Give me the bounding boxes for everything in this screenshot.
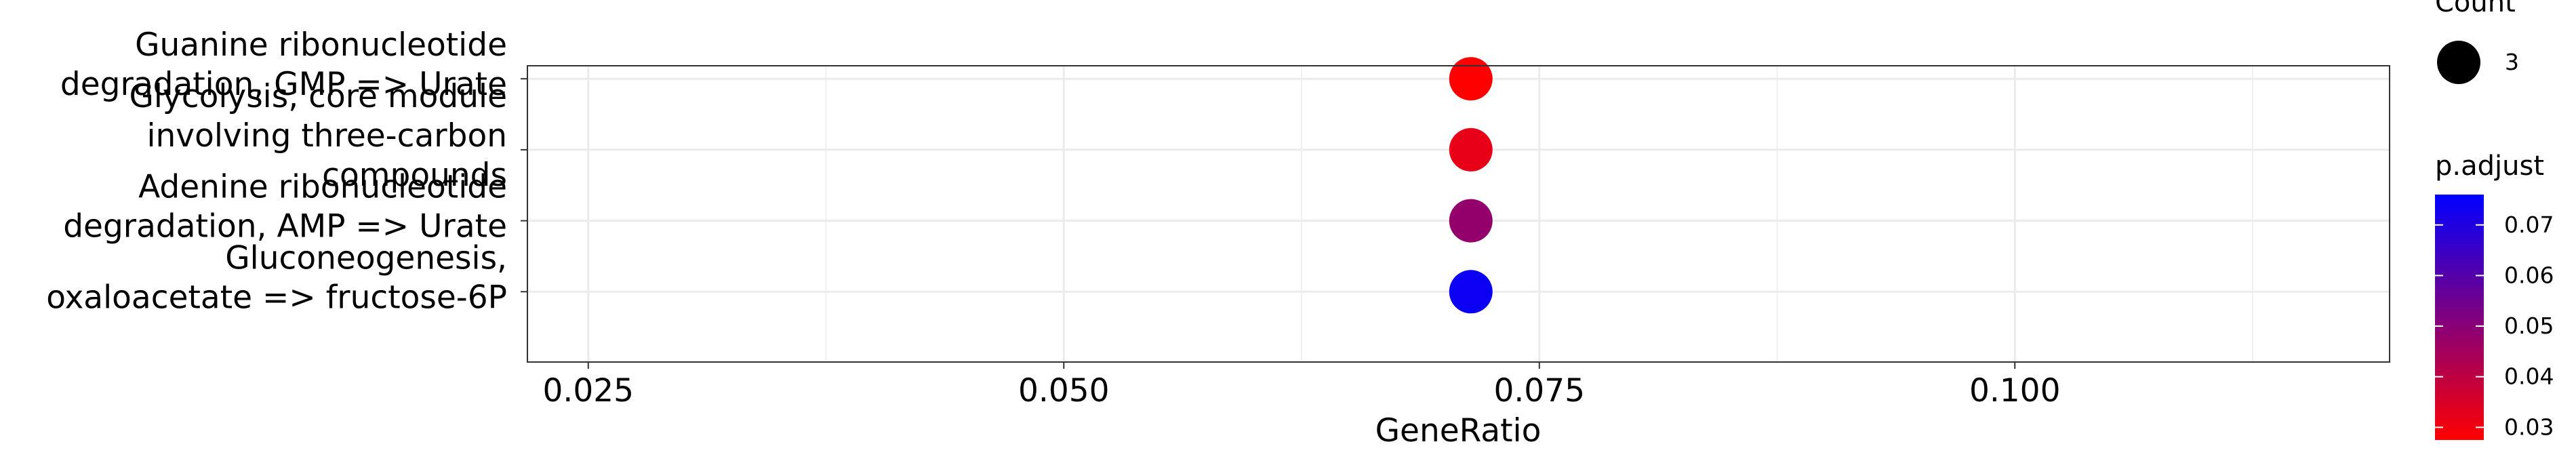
- color-legend: p.adjust 0.03 0.04 0.05 0.06 0.07: [2435, 151, 2554, 440]
- plot-panel-border: [527, 65, 2390, 363]
- color-legend-label: 0.06: [2504, 262, 2554, 288]
- x-axis-title: GeneRatio: [1375, 412, 1542, 449]
- color-legend-label: 0.05: [2504, 313, 2554, 339]
- y-axis-ticks: Guanine ribonucleotide degradation, GMP =…: [46, 26, 527, 316]
- x-tick-label: 0.075: [1493, 372, 1585, 409]
- x-tick-label: 0.050: [1018, 372, 1110, 409]
- x-axis-ticks: 0.025 0.050 0.075 0.100: [543, 362, 2061, 409]
- data-point: [1449, 127, 1493, 172]
- color-legend-title: p.adjust: [2435, 151, 2544, 182]
- data-point: [1449, 199, 1493, 243]
- x-tick-label: 0.025: [543, 372, 635, 409]
- color-legend-label: 0.03: [2504, 414, 2554, 440]
- color-legend-label: 0.04: [2504, 363, 2554, 390]
- x-tick-label: 0.100: [1969, 372, 2061, 409]
- size-legend: Count 3: [2435, 0, 2519, 84]
- data-points: [1449, 57, 1493, 314]
- data-point: [1449, 270, 1493, 314]
- color-legend-label: 0.07: [2504, 212, 2554, 238]
- y-tick-label: Glycolysis, core module involving three-c…: [129, 78, 507, 194]
- y-tick-label: Guanine ribonucleotide degradation, GMP =…: [60, 26, 507, 103]
- y-tick-label: Adenine ribonucleotide degradation, AMP =…: [63, 169, 507, 245]
- color-legend-bar: [2435, 195, 2484, 440]
- minor-gridlines: [825, 66, 2253, 362]
- size-legend-key: [2437, 41, 2480, 84]
- size-legend-label: 3: [2505, 49, 2519, 75]
- size-legend-title: Count: [2435, 0, 2516, 18]
- y-tick-label: Gluconeogenesis, oxaloacetate => fructose…: [46, 239, 507, 316]
- data-point: [1449, 57, 1493, 101]
